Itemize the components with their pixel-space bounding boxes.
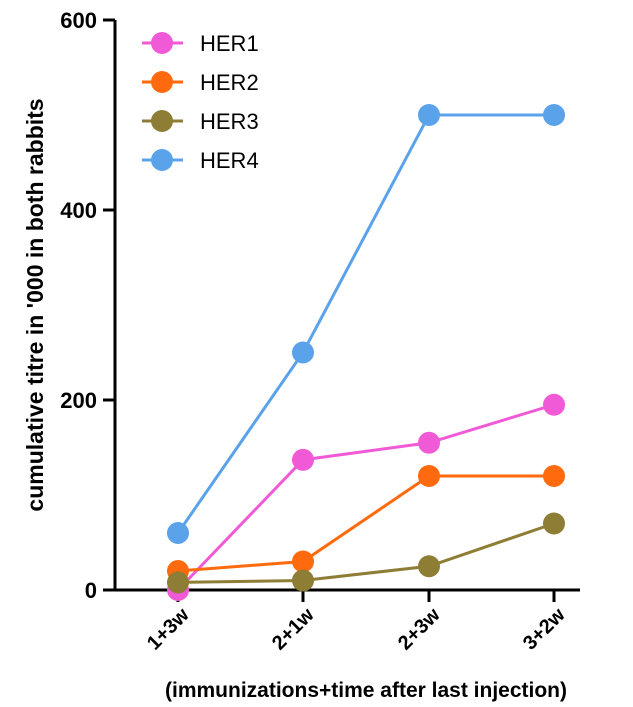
data-point-her3 xyxy=(167,571,189,594)
data-point-her3 xyxy=(418,555,440,578)
legend-item: HER4 xyxy=(142,148,259,173)
x-axis-label: (immunizations+time after last injection… xyxy=(165,679,567,702)
data-point-her4 xyxy=(167,522,189,544)
data-point-her2 xyxy=(418,465,440,487)
y-tick-label: 600 xyxy=(60,8,97,33)
series-her2 xyxy=(167,465,565,582)
series-line-her1 xyxy=(176,403,555,592)
x-tick-label: 1+3w xyxy=(143,604,194,655)
data-point-her1 xyxy=(292,448,314,471)
legend-label: HER3 xyxy=(200,109,259,134)
series-layer xyxy=(167,104,565,601)
x-tick-label: 2+3w xyxy=(394,604,445,655)
legend-item: HER1 xyxy=(142,31,259,56)
data-point-her4 xyxy=(292,341,314,364)
legend-marker xyxy=(151,71,173,93)
series-line-her4 xyxy=(176,113,554,534)
x-tick-label: 3+2w xyxy=(519,604,570,655)
y-axis-label: cumulative titre in '000 in both rabbits xyxy=(22,98,48,511)
y-tick-label: 200 xyxy=(60,388,97,413)
series-her4 xyxy=(167,104,565,544)
y-tick-label: 0 xyxy=(85,578,97,603)
y-ticks: 0 200 400 600 xyxy=(60,8,115,603)
data-point-her1 xyxy=(543,393,565,416)
data-point-her2 xyxy=(543,465,565,487)
data-point-her2 xyxy=(292,550,314,573)
series-her1 xyxy=(167,393,565,601)
data-point-her4 xyxy=(543,104,565,126)
legend-item: HER3 xyxy=(142,109,259,134)
data-point-her1 xyxy=(418,431,440,454)
legend: HER1 HER2 HER3 HER4 xyxy=(142,31,259,173)
y-tick-label: 400 xyxy=(60,198,97,223)
legend-marker xyxy=(151,32,173,54)
legend-item: HER2 xyxy=(142,70,259,95)
data-point-her3 xyxy=(543,512,565,535)
data-point-her4 xyxy=(418,104,440,126)
legend-marker xyxy=(151,110,173,132)
legend-marker xyxy=(151,149,173,171)
legend-label: HER4 xyxy=(200,148,259,173)
series-line-her2 xyxy=(177,474,554,573)
legend-label: HER2 xyxy=(200,70,259,95)
x-tick-label: 2+1w xyxy=(268,604,319,655)
series-line-her3 xyxy=(177,522,555,584)
series-her3 xyxy=(167,512,565,594)
data-point-her3 xyxy=(292,569,314,592)
legend-label: HER1 xyxy=(200,31,259,56)
axes: 0 200 400 600 1+3w 2+1w 2+3w 3+2w xyxy=(60,8,580,655)
x-ticks: 1+3w 2+1w 2+3w 3+2w xyxy=(143,590,570,655)
